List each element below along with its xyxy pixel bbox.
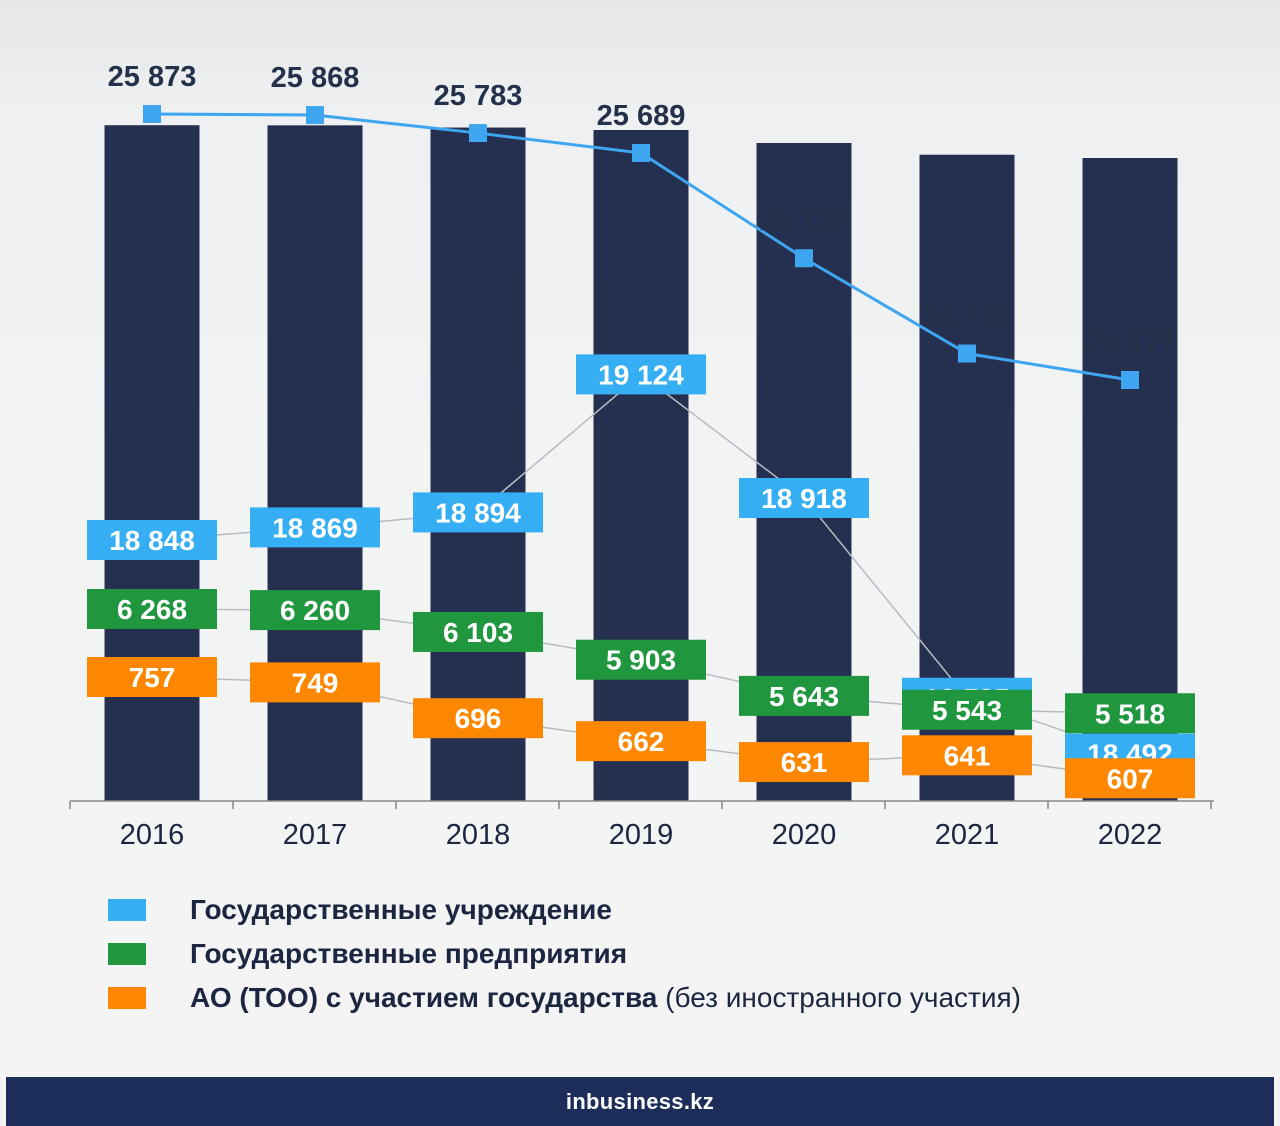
- total-value-label: 25 689: [597, 100, 686, 132]
- series-value-box: [413, 492, 543, 533]
- series-value-box: [413, 698, 543, 739]
- series-value-label: 18 918: [761, 483, 847, 514]
- x-tick-label: 2021: [935, 819, 1000, 851]
- series-value-label: 749: [292, 667, 339, 698]
- series-value-box: [250, 662, 380, 703]
- total-value-label: 25 868: [271, 62, 360, 94]
- legend-label: АО (ТОО) с участием государства (без ино…: [190, 982, 1021, 1014]
- series-value-box: [87, 657, 217, 697]
- series-value-box: [739, 675, 869, 716]
- series-value-label: 5 543: [932, 695, 1002, 726]
- total-marker: [306, 106, 324, 125]
- series-value-label: 6 268: [117, 594, 187, 625]
- series-value-label: 18 894: [435, 497, 521, 528]
- chart-svg: 2016 2017 2018 2019 2020 2021 2022 25 873 25 868…: [69, 61, 1214, 851]
- total-marker: [632, 143, 650, 162]
- x-tick-label: 2017: [283, 819, 348, 851]
- legend-label: Государственные предприятия: [190, 938, 628, 969]
- series-value-label: 6 260: [280, 595, 350, 626]
- x-tick-label: 2022: [1098, 819, 1163, 851]
- series-value-box: [250, 507, 380, 548]
- total-marker: [143, 105, 161, 123]
- x-tick-label: 2019: [609, 819, 674, 851]
- total-value-label: 24 742: [923, 301, 1012, 333]
- total-marker: [795, 249, 813, 268]
- series-value-box: [576, 354, 706, 395]
- series-value-box: [250, 590, 380, 631]
- total-value-label: 25 783: [434, 80, 523, 112]
- x-tick-label: 2018: [446, 819, 511, 851]
- bar-2019: [593, 130, 689, 802]
- series-value-box: [902, 735, 1032, 776]
- series-value-label: 18 848: [109, 525, 195, 556]
- series-value-box: [739, 742, 869, 783]
- legend: Государственные учреждение Государственн…: [108, 888, 1021, 1020]
- total-value-label: 25 192: [760, 205, 849, 237]
- x-tick-label: 2016: [120, 819, 185, 851]
- series-value-label: 631: [781, 747, 828, 778]
- legend-item-jsc-llp: АО (ТОО) с участием государства (без ино…: [108, 976, 1021, 1020]
- series-value-box: [1065, 758, 1195, 799]
- bar-2016: [104, 125, 200, 801]
- legend-item-gov-enterprises: Государственные предприятия: [108, 932, 1021, 976]
- total-marker: [1121, 371, 1139, 389]
- series-value-label: 607: [1107, 763, 1154, 794]
- series-value-box: [413, 611, 543, 652]
- x-tick-label: 2020: [772, 819, 837, 851]
- series-value-label: 5 643: [769, 681, 839, 712]
- series-value-box: [739, 478, 869, 518]
- series-value-box: [87, 589, 217, 629]
- legend-swatch: [108, 899, 146, 921]
- series-value-box: [576, 721, 706, 762]
- chart: 2016 2017 2018 2019 2020 2021 2022 25 873 25 868…: [69, 61, 1214, 851]
- brand-logo: inbusiness.kz: [565, 1088, 715, 1114]
- series-value-label: 696: [455, 703, 502, 734]
- legend-swatch: [108, 987, 146, 1009]
- legend-label-main: АО (ТОО) с участием государства: [190, 982, 658, 1013]
- footer-bar: inbusiness.kz: [6, 1077, 1274, 1126]
- legend-label-note: (без иностранного участия): [657, 982, 1021, 1013]
- series-value-box: [1065, 693, 1195, 734]
- legend-swatch: [108, 943, 146, 965]
- series-value-label: 5 518: [1095, 698, 1165, 729]
- legend-item-gov-institutions: Государственные учреждение: [108, 888, 1021, 932]
- series-value-label: 662: [618, 726, 665, 757]
- series-value-label: 5 903: [606, 645, 676, 676]
- bar-2018: [430, 127, 526, 802]
- series-value-label: 18 869: [272, 512, 358, 543]
- total-marker: [469, 124, 487, 143]
- series-value-label: 19 124: [598, 359, 684, 390]
- total-marker: [958, 344, 976, 363]
- series-value-box: [576, 639, 706, 680]
- series-value-box: [87, 520, 217, 560]
- series-value-label: 757: [129, 662, 176, 693]
- series-value-label: 641: [944, 740, 991, 771]
- series-value-box: [902, 689, 1032, 730]
- total-value-label: 25 873: [108, 61, 197, 93]
- legend-label: Государственные учреждение: [190, 894, 612, 925]
- total-value-label: 24 617: [1086, 327, 1175, 359]
- series-value-label: 6 103: [443, 617, 513, 648]
